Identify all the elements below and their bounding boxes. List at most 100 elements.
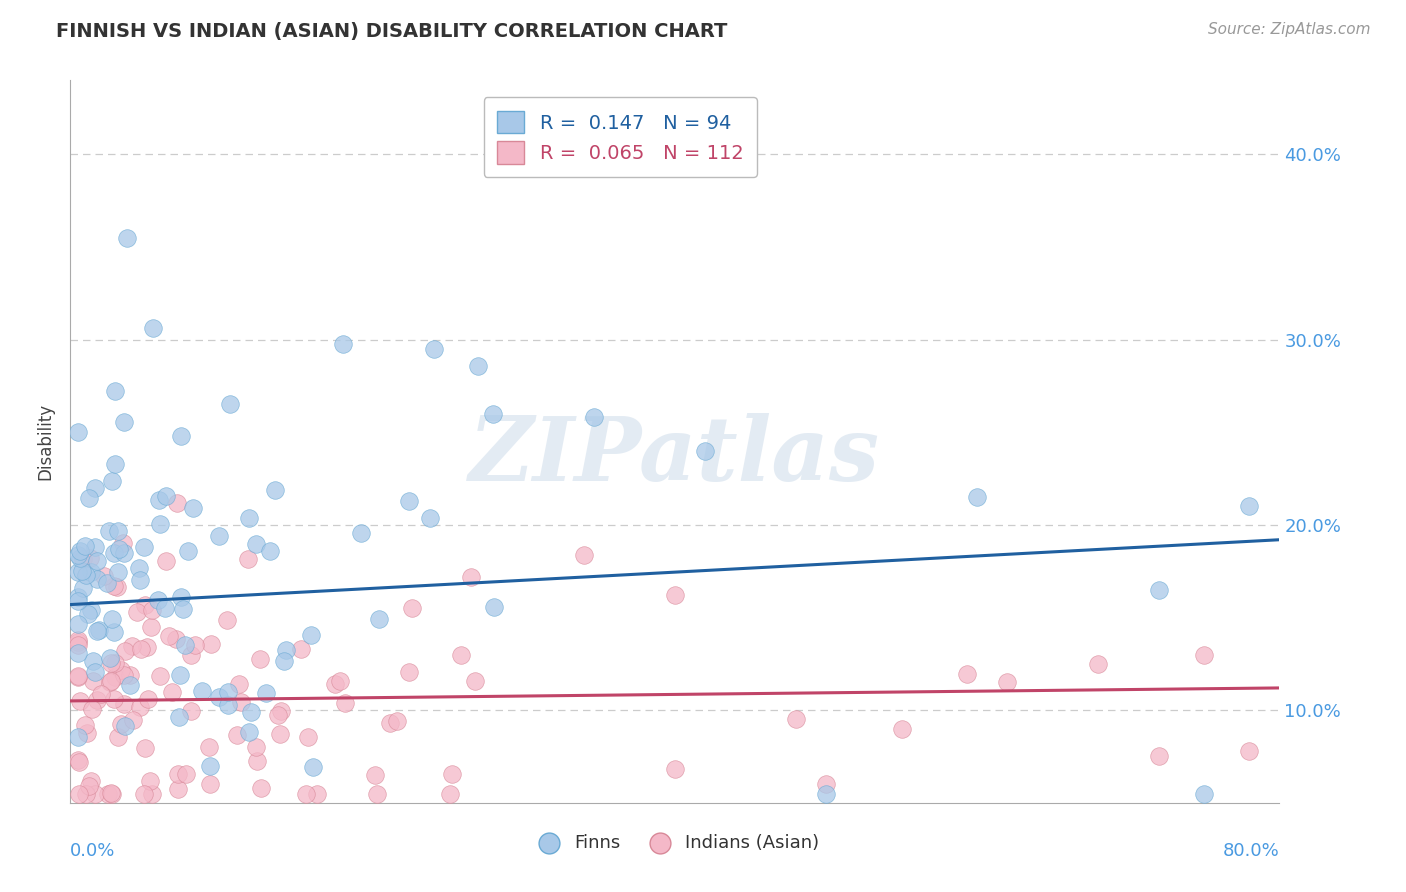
Point: [398, 665, 420, 679]
Point: [79, 551, 101, 566]
Point: [107, 565, 129, 579]
Point: [134, 741, 156, 756]
Point: [146, 592, 169, 607]
Point: [80, 565, 103, 579]
Point: [98, 651, 121, 665]
Point: [89, 624, 111, 638]
Point: [332, 336, 354, 351]
Point: [172, 602, 194, 616]
Point: [129, 700, 152, 714]
Point: [231, 695, 253, 709]
Point: [111, 536, 134, 550]
Point: [118, 678, 141, 692]
Point: [139, 774, 162, 789]
Point: [66, 632, 89, 647]
Point: [157, 629, 180, 643]
Point: [104, 457, 127, 471]
Point: [97, 787, 120, 801]
Point: [153, 601, 176, 615]
Point: [128, 560, 150, 574]
Point: [66, 635, 89, 649]
Point: [67, 646, 90, 660]
Point: [276, 642, 298, 657]
Point: [198, 777, 221, 791]
Point: [349, 526, 371, 541]
Point: [66, 670, 89, 684]
Point: [269, 727, 291, 741]
Point: [250, 780, 273, 795]
Point: [166, 781, 188, 796]
Point: [364, 768, 387, 782]
Point: [290, 642, 312, 657]
Point: [103, 692, 125, 706]
Point: [460, 569, 482, 583]
Point: [100, 787, 122, 801]
Point: [160, 685, 183, 699]
Point: [169, 667, 191, 681]
Point: [66, 731, 89, 745]
Point: [167, 767, 190, 781]
Point: [129, 573, 152, 587]
Point: [141, 603, 163, 617]
Point: [66, 548, 89, 562]
Point: [80, 702, 103, 716]
Point: [112, 546, 135, 560]
Point: [254, 686, 277, 700]
Point: [69, 694, 91, 708]
Point: [180, 648, 202, 663]
Point: [96, 575, 118, 590]
Point: [149, 669, 172, 683]
Point: [97, 524, 120, 539]
Point: [956, 667, 979, 681]
Point: [66, 565, 89, 579]
Point: [225, 727, 247, 741]
Point: [136, 640, 159, 654]
Point: [236, 552, 259, 566]
Text: FINNISH VS INDIAN (ASIAN) DISABILITY CORRELATION CHART: FINNISH VS INDIAN (ASIAN) DISABILITY COR…: [56, 22, 728, 41]
Point: [66, 593, 89, 607]
Point: [401, 601, 423, 615]
Point: [1192, 648, 1215, 662]
Point: [217, 685, 239, 699]
Point: [67, 591, 90, 605]
Point: [467, 359, 489, 373]
Point: [82, 654, 104, 668]
Point: [134, 598, 156, 612]
Point: [398, 494, 420, 508]
Point: [70, 564, 93, 578]
Point: [98, 675, 121, 690]
Point: [180, 704, 202, 718]
Point: [302, 759, 325, 773]
Point: [112, 668, 135, 682]
Point: [218, 397, 240, 411]
Point: [693, 443, 716, 458]
Point: [1147, 582, 1170, 597]
Point: [785, 713, 807, 727]
Point: [1147, 749, 1170, 764]
Point: [482, 600, 505, 615]
Point: [84, 787, 107, 801]
Point: [246, 754, 269, 768]
Text: Source: ZipAtlas.com: Source: ZipAtlas.com: [1208, 22, 1371, 37]
Point: [121, 713, 143, 727]
Point: [66, 669, 89, 683]
Point: [86, 554, 108, 568]
Point: [72, 552, 94, 566]
Point: [177, 543, 200, 558]
Point: [142, 321, 165, 335]
Point: [107, 524, 129, 538]
Point: [115, 231, 138, 245]
Point: [259, 544, 281, 558]
Point: [995, 675, 1018, 690]
Point: [67, 787, 90, 801]
Point: [66, 616, 89, 631]
Point: [1087, 657, 1109, 671]
Point: [132, 540, 155, 554]
Point: [112, 698, 135, 712]
Point: [190, 684, 212, 698]
Point: [77, 491, 100, 506]
Point: [103, 546, 125, 560]
Point: [329, 673, 352, 688]
Point: [100, 657, 122, 671]
Point: [890, 722, 912, 736]
